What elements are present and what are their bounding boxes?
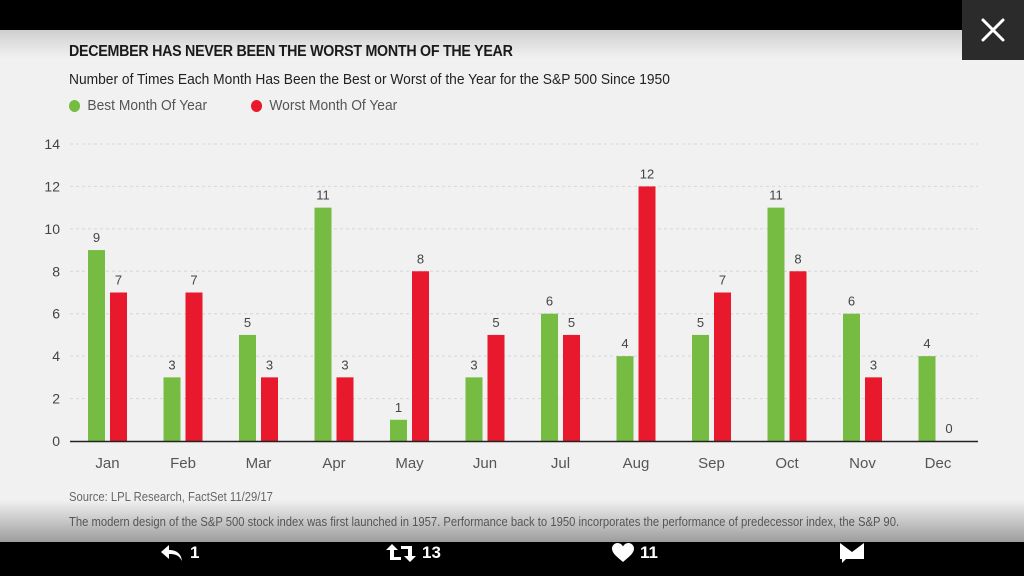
retweet-button[interactable]: 13	[386, 542, 441, 564]
y-tick-label: 14	[44, 136, 60, 152]
y-tick-label: 2	[52, 391, 60, 407]
action-bar: 1 13 11	[0, 542, 1024, 576]
y-tick-label: 8	[52, 263, 60, 279]
data-label-worst: 8	[417, 251, 424, 266]
bar-best	[692, 334, 709, 441]
data-label-best: 3	[470, 357, 477, 372]
image-panel	[0, 30, 1024, 542]
top-bar	[0, 0, 1024, 30]
like-count: 11	[640, 543, 658, 562]
data-label-worst: 12	[640, 166, 654, 181]
close-icon	[981, 18, 1005, 42]
x-tick-label: Jun	[473, 455, 497, 472]
reply-count: 1	[190, 543, 200, 562]
bar-best	[541, 313, 558, 441]
reply-button[interactable]: 1	[160, 542, 199, 564]
bar-worst	[487, 334, 505, 441]
bar-worst	[563, 334, 580, 441]
bar-best	[314, 207, 332, 441]
x-tick-label: Nov	[849, 455, 876, 472]
bar-best	[163, 377, 181, 441]
data-label-worst: 8	[794, 251, 801, 266]
data-label-worst: 7	[719, 273, 726, 288]
legend: Best Month Of Year Worst Month Of Year	[69, 97, 410, 114]
data-label-worst: 3	[341, 357, 348, 372]
y-tick-label: 4	[52, 348, 60, 364]
bar-worst	[336, 377, 354, 441]
legend-label-best: Best Month Of Year	[87, 97, 208, 114]
x-tick-label: Apr	[322, 455, 345, 472]
retweet-count: 13	[422, 543, 441, 562]
data-label-worst: 7	[115, 273, 122, 288]
message-button[interactable]	[840, 542, 864, 564]
data-label-best: 6	[848, 294, 855, 309]
x-tick-label: Jul	[551, 455, 570, 472]
data-label-best: 11	[769, 188, 783, 203]
x-tick-label: Jan	[95, 455, 119, 472]
bar-worst	[261, 377, 278, 441]
data-label-worst: 3	[870, 357, 877, 372]
bar-worst	[714, 292, 731, 441]
data-label-worst: 0	[945, 421, 952, 436]
bar-best	[390, 419, 407, 441]
bar-best	[88, 250, 105, 441]
bar-best	[616, 356, 634, 441]
bar-best	[239, 334, 256, 441]
bar-worst	[865, 377, 882, 441]
y-tick-label: 12	[44, 178, 60, 194]
data-label-best: 5	[697, 315, 704, 330]
bar-best	[843, 313, 860, 441]
bar-worst	[110, 292, 127, 441]
data-label-best: 4	[621, 336, 628, 351]
x-tick-label: May	[395, 455, 424, 472]
reply-icon	[161, 545, 182, 561]
data-label-worst: 7	[190, 273, 197, 288]
like-button[interactable]: 11	[612, 542, 658, 564]
close-button[interactable]	[962, 0, 1024, 60]
data-label-best: 6	[546, 294, 553, 309]
x-tick-label: Dec	[925, 455, 952, 472]
bar-worst	[185, 292, 203, 441]
bar-best	[767, 207, 785, 441]
y-tick-label: 10	[44, 221, 60, 237]
x-tick-label: Feb	[170, 455, 196, 472]
y-tick-label: 0	[52, 433, 60, 449]
data-label-worst: 3	[266, 357, 273, 372]
data-label-best: 1	[395, 400, 402, 415]
heart-icon	[612, 543, 634, 562]
bar-worst	[412, 271, 429, 441]
x-tick-label: Sep	[698, 455, 725, 472]
legend-item-worst: Worst Month Of Year	[251, 97, 397, 114]
data-label-best: 11	[316, 188, 330, 203]
x-tick-label: Aug	[623, 455, 650, 472]
legend-label-worst: Worst Month Of Year	[269, 97, 398, 114]
data-label-best: 4	[923, 336, 930, 351]
x-tick-label: Oct	[775, 455, 799, 472]
legend-swatch-best	[69, 99, 81, 112]
chart-subtitle: Number of Times Each Month Has Been the …	[69, 71, 670, 88]
data-label-best: 3	[168, 357, 175, 372]
data-label-worst: 5	[492, 315, 499, 330]
bar-best	[918, 356, 936, 441]
footnote: The modern design of the S&P 500 stock i…	[69, 515, 900, 529]
y-tick-label: 6	[52, 306, 60, 322]
x-tick-label: Mar	[246, 455, 272, 472]
legend-swatch-worst	[251, 99, 263, 112]
bar-worst	[789, 271, 807, 441]
retweet-icon	[386, 544, 416, 562]
bar-best	[465, 377, 483, 441]
legend-item-best: Best Month Of Year	[69, 97, 207, 114]
source-note: Source: LPL Research, FactSet 11/29/17	[69, 490, 273, 504]
data-label-worst: 5	[568, 315, 575, 330]
data-label-best: 9	[93, 230, 100, 245]
message-icon	[840, 543, 864, 563]
bar-worst	[638, 186, 656, 441]
chart-title: DECEMBER HAS NEVER BEEN THE WORST MONTH …	[69, 43, 513, 60]
data-label-best: 5	[244, 315, 251, 330]
